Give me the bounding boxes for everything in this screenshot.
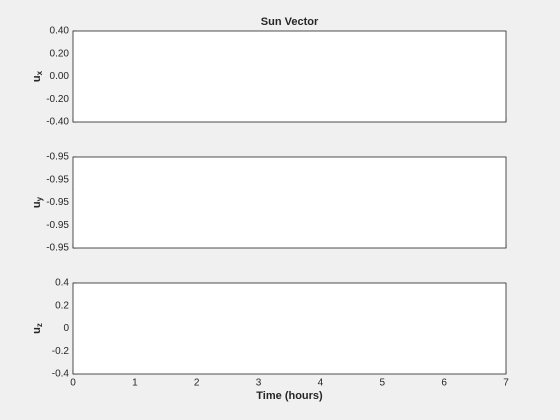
- y-tick-label: -0.95: [46, 243, 69, 254]
- y-tick-label: 0.00: [50, 71, 70, 82]
- axes-box: [72, 282, 507, 375]
- axes-box: [72, 30, 507, 123]
- y-tick-label: -0.2: [52, 346, 70, 357]
- y-tick-label: -0.4: [52, 369, 70, 380]
- y-axis-label: ux: [31, 70, 44, 82]
- x-tick-label: 7: [503, 378, 509, 389]
- x-tick-label: 4: [318, 378, 324, 389]
- y-axis-label: uz: [31, 323, 44, 334]
- x-tick-label: 3: [256, 378, 262, 389]
- x-tick-label: 0: [70, 378, 76, 389]
- y-tick-label: 0: [63, 323, 69, 334]
- y-tick-label: 0.20: [50, 48, 70, 59]
- y-tick-label: -0.95: [46, 220, 69, 231]
- x-tick-label: 5: [380, 378, 386, 389]
- chart-title: Sun Vector: [261, 16, 319, 28]
- y-tick-label: 0.40: [50, 26, 70, 37]
- y-tick-label: -0.40: [46, 117, 69, 128]
- x-tick-label: 2: [194, 378, 200, 389]
- x-tick-label: 1: [132, 378, 138, 389]
- y-tick-label: 0.2: [55, 300, 69, 311]
- y-axis-label: uy: [31, 196, 44, 208]
- x-tick-label: 6: [441, 378, 447, 389]
- y-tick-label: -0.20: [46, 94, 69, 105]
- y-tick-label: -0.95: [46, 197, 69, 208]
- x-axis-label: Time (hours): [256, 390, 323, 402]
- y-tick-label: -0.95: [46, 152, 69, 163]
- axes-box: [72, 156, 507, 249]
- y-tick-label: -0.95: [46, 174, 69, 185]
- y-tick-label: 0.4: [55, 278, 69, 289]
